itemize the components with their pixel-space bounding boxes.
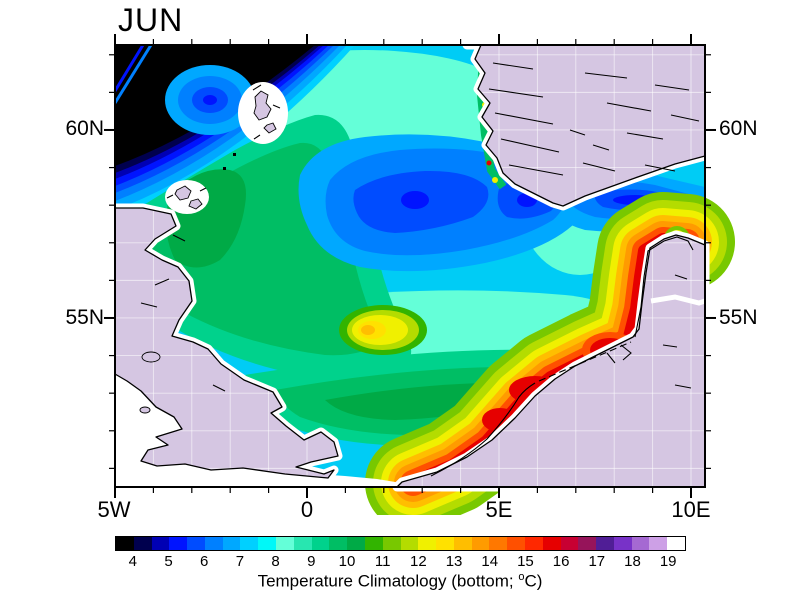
ytick-left-60n: 60N	[65, 117, 104, 140]
map-frame	[114, 44, 706, 488]
colorbar-segment	[169, 537, 188, 550]
colorbar-tick-label: 17	[588, 553, 606, 570]
colorbar-segment	[524, 537, 543, 550]
colorbar-segment	[240, 537, 259, 550]
colorbar-segment	[116, 537, 134, 550]
danish-coast	[634, 236, 694, 338]
colorbar-segment	[276, 537, 294, 550]
colorbar-segment	[453, 537, 472, 550]
colorbar-segment	[187, 537, 205, 550]
caption-prefix: Temperature Climatology (bottom;	[257, 571, 519, 591]
colorbar-segment	[418, 537, 437, 550]
colorbar-tick-label: 19	[659, 553, 677, 570]
colorbar-tick-label: 10	[338, 553, 356, 570]
colorbar-segment	[329, 537, 348, 550]
axis-ticks	[104, 34, 716, 498]
colorbar-segment	[613, 537, 632, 550]
shetland	[253, 90, 272, 121]
colorbar-segment	[347, 537, 365, 550]
colorbar-segment	[436, 537, 454, 550]
ytick-left-55n: 55N	[65, 306, 104, 329]
colorbar-segment	[364, 537, 383, 550]
colorbar-segment	[400, 537, 419, 550]
plot-title: JUN	[118, 2, 184, 38]
colorbar-tick-label: 4	[128, 553, 138, 570]
colorbar-tick-labels: 4 5 6 7 8 9 10 11 12 13 14 15 16 17 18 19	[115, 553, 686, 571]
colorbar-segment	[471, 537, 490, 550]
colorbar-tick-label: 15	[517, 553, 534, 570]
colorbar-tick-label: 8	[271, 553, 280, 570]
xtick-5e: 5E	[485, 497, 513, 522]
colorbar-segment	[133, 537, 152, 550]
colorbar-segment	[560, 537, 579, 550]
colorbar-tick-label: 12	[410, 553, 427, 570]
limfjord	[650, 294, 706, 306]
colorbar-segment	[222, 537, 241, 550]
caption-degree-sign: o	[518, 571, 525, 583]
colorbar-segment	[596, 537, 614, 550]
xtick-10e: 10E	[671, 497, 711, 522]
colorbar-tick-label: 13	[445, 553, 463, 570]
islands	[139, 90, 277, 414]
colorbar-tick-label: 16	[552, 553, 570, 570]
caption-suffix: C)	[524, 571, 543, 591]
colorbar-caption: Temperature Climatology (bottom; oC)	[258, 571, 543, 592]
colorbar-segment	[507, 537, 525, 550]
colorbar-tick-label: 14	[481, 553, 499, 570]
map-canvas	[104, 34, 735, 515]
colorbar-segment	[258, 537, 277, 550]
colorbar-segment	[667, 537, 685, 550]
xtick-0: 0	[300, 497, 314, 522]
colorbar-segment	[382, 537, 401, 550]
colorbar-segment	[151, 537, 170, 550]
colorbar-tick-label: 11	[374, 553, 391, 570]
colorbar-tick-label: 6	[200, 553, 209, 570]
netherlands-coastline	[430, 382, 536, 477]
coast-details	[140, 62, 700, 477]
xtick-5w: 5W	[97, 497, 131, 522]
colorbar-tick-label: 5	[164, 553, 173, 570]
colorbar-segment	[311, 537, 330, 550]
colorbar-segment	[204, 537, 223, 550]
colorbar-segment	[578, 537, 597, 550]
colorbar-segment	[293, 537, 312, 550]
colorbar-tick-label: 7	[235, 553, 245, 570]
ytick-right-60n: 60N	[719, 117, 758, 140]
colorbar-tick-label: 9	[307, 553, 316, 570]
colorbar-segment	[542, 537, 561, 550]
wadden-islands	[538, 341, 632, 382]
ytick-right-55n: 55N	[719, 306, 758, 329]
colorbar	[115, 536, 686, 551]
colorbar-segment	[631, 537, 650, 550]
colorbar-tick-label: 18	[624, 553, 641, 570]
elbe-weser	[606, 344, 632, 364]
colorbar-segment	[489, 537, 508, 550]
isle-of-man	[141, 351, 161, 363]
minor-coast-marks	[140, 84, 692, 392]
norway-fjords	[488, 62, 700, 176]
orkney	[174, 185, 192, 201]
field-dogger-bank	[339, 305, 427, 355]
colorbar-segment	[649, 537, 668, 550]
